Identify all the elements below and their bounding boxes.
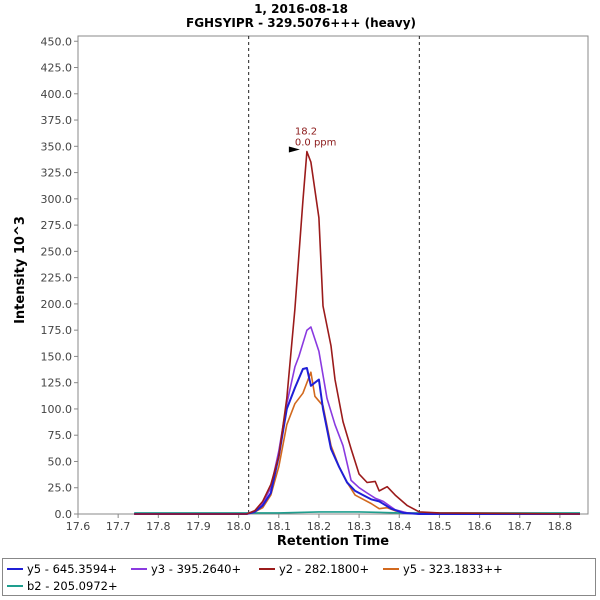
x-tick-label: 18.8 — [548, 520, 573, 533]
y-tick-label: 300.0 — [41, 193, 73, 206]
x-tick-label: 18.2 — [307, 520, 332, 533]
series-line — [134, 326, 580, 515]
legend-label: y5 - 645.3594+ — [27, 562, 118, 576]
legend: y5 - 645.3594+ y3 - 395.2640+ y2 - 282.1… — [2, 558, 596, 596]
x-tick-label: 18.6 — [467, 520, 492, 533]
x-tick-label: 17.9 — [186, 520, 211, 533]
y-tick-label: 425.0 — [41, 62, 73, 75]
legend-item[interactable]: b2 - 205.0972+ — [7, 579, 118, 593]
legend-item[interactable]: y3 - 395.2640+ — [131, 562, 241, 576]
x-tick-label: 18.3 — [347, 520, 372, 533]
peak-marker-icon — [288, 146, 300, 153]
legend-swatch — [259, 567, 275, 570]
y-tick-label: 175.0 — [41, 324, 73, 337]
legend-label: b2 - 205.0972+ — [27, 579, 118, 593]
plot-frame — [77, 35, 589, 515]
y-tick-label: 25.0 — [48, 482, 73, 495]
y-tick-label: 125.0 — [41, 377, 73, 390]
x-axis-label: Retention Time — [277, 534, 389, 549]
y-tick-label: 150.0 — [41, 350, 73, 363]
y-tick-label: 375.0 — [41, 114, 73, 127]
y-tick-label: 350.0 — [41, 140, 73, 153]
legend-item[interactable]: y5 - 323.1833++ — [383, 562, 503, 576]
y-tick-label: 0.0 — [55, 508, 73, 521]
series-line — [134, 367, 580, 515]
y-tick-label: 75.0 — [48, 429, 73, 442]
peak-ppm-label: 0.0 ppm — [295, 138, 337, 149]
x-tick-label: 18.0 — [226, 520, 251, 533]
plot-area: 0.0 25.0 50.0 75.0 100.0 125.0 150.0 175.0 200.0… — [41, 35, 589, 533]
y-tick-label: 100.0 — [41, 403, 73, 416]
legend-swatch — [7, 584, 23, 587]
chart-subtitle: FGHSYIPR - 329.5076+++ (heavy) — [186, 16, 416, 30]
legend-label: y2 - 282.1800+ — [279, 562, 370, 576]
legend-swatch — [131, 567, 147, 570]
legend-label: y3 - 395.2640+ — [151, 562, 242, 576]
y-tick-label: 325.0 — [41, 167, 73, 180]
x-tick-label: 18.1 — [267, 520, 292, 533]
series-line — [134, 150, 581, 515]
legend-swatch — [7, 567, 23, 570]
x-tick-label: 17.7 — [106, 520, 131, 533]
y-axis-label: Intensity 10^3 — [13, 216, 28, 324]
y-tick-label: 225.0 — [41, 272, 73, 285]
y-tick-label: 275.0 — [41, 219, 73, 232]
legend-item[interactable]: y5 - 645.3594+ — [7, 562, 117, 576]
y-tick-label: 50.0 — [48, 455, 73, 468]
x-tick-label: 17.8 — [146, 520, 171, 533]
x-tick-label: 18.4 — [387, 520, 412, 533]
y-tick-label: 200.0 — [41, 298, 73, 311]
peak-rt-label: 18.2 — [295, 127, 317, 138]
x-tick-label: 18.5 — [427, 520, 452, 533]
y-tick-label: 450.0 — [41, 35, 73, 48]
y-tick-label: 250.0 — [41, 245, 73, 258]
x-tick-label: 17.6 — [66, 520, 91, 533]
x-tick-label: 18.7 — [507, 520, 532, 533]
y-tick-label: 400.0 — [41, 88, 73, 101]
legend-label: y5 - 323.1833++ — [403, 562, 503, 576]
chart-title: 1, 2016-08-18 — [254, 2, 348, 16]
legend-swatch — [383, 567, 399, 570]
legend-item[interactable]: y2 - 282.1800+ — [259, 562, 369, 576]
